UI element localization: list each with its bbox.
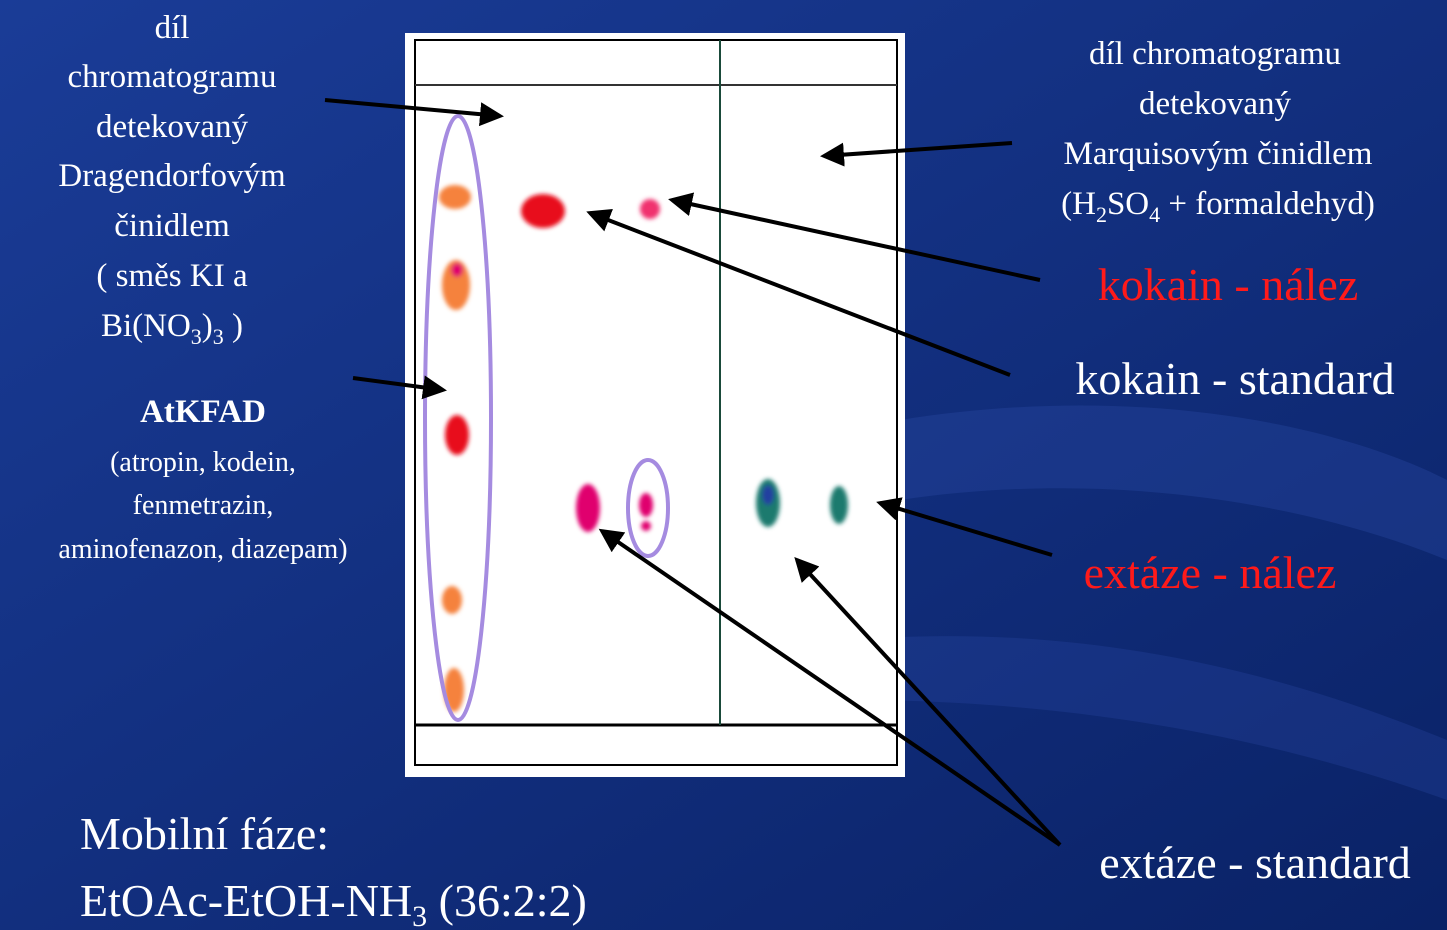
text: ) [224, 308, 243, 344]
text: (36:2:2) [427, 875, 587, 926]
text-line: Dragendorfovým [58, 158, 286, 194]
text-line: fenmetrazin, [133, 490, 274, 521]
mobile-phase: Mobilní fáze: EtOAc-EtOH-NH3 (36:2:2) [80, 808, 587, 930]
text: Bi(NO [101, 308, 191, 344]
subscript: 3 [412, 900, 427, 930]
text-line: (atropin, kodein, [110, 447, 296, 478]
right-label: díl chromatogramu detekovaný Marquisovým… [1061, 36, 1375, 227]
text-line: chromatogramu [68, 59, 277, 95]
text: (H [1061, 186, 1096, 222]
tlc-plate [405, 33, 905, 777]
subscript: 4 [1149, 202, 1160, 227]
formula: Bi(NO3)3 ) [101, 308, 243, 349]
swirl [900, 405, 1447, 560]
kokain-standard: kokain - standard [1075, 353, 1394, 404]
text-line: detekovaný [96, 109, 249, 145]
kokain-finding: kokain - nález [1098, 259, 1359, 310]
text-line: ( směs KI a [96, 258, 248, 294]
extasy-finding: extáze - nález [1084, 547, 1337, 598]
formula: (H2SO4 + formaldehyd) [1061, 186, 1375, 227]
text-line: díl [155, 10, 190, 46]
arrows [324, 98, 1062, 847]
text: + formaldehyd) [1160, 186, 1375, 222]
subscript: 3 [213, 324, 224, 349]
extasy-standard: extáze - standard [1099, 837, 1411, 888]
text-line: aminofenazon, diazepam) [58, 534, 347, 565]
text: SO [1107, 186, 1149, 222]
text-line: detekovaný [1139, 86, 1292, 122]
swirl [850, 636, 1447, 800]
text: EtOAc-EtOH-NH [80, 875, 412, 926]
subscript: 2 [1096, 202, 1107, 227]
text-line: díl chromatogramu [1089, 36, 1341, 72]
text-line: Marquisovým činidlem [1064, 136, 1373, 172]
text-line: činidlem [114, 208, 230, 244]
formula: EtOAc-EtOH-NH3 (36:2:2) [80, 875, 587, 930]
heading: AtKFAD [140, 394, 266, 430]
heading: Mobilní fáze: [80, 808, 329, 859]
text: ) [202, 308, 213, 344]
left-label: díl chromatogramu detekovaný Dragendorfo… [58, 10, 286, 349]
subscript: 3 [191, 324, 202, 349]
atkfad-label: AtKFAD (atropin, kodein, fenmetrazin, am… [58, 394, 347, 565]
